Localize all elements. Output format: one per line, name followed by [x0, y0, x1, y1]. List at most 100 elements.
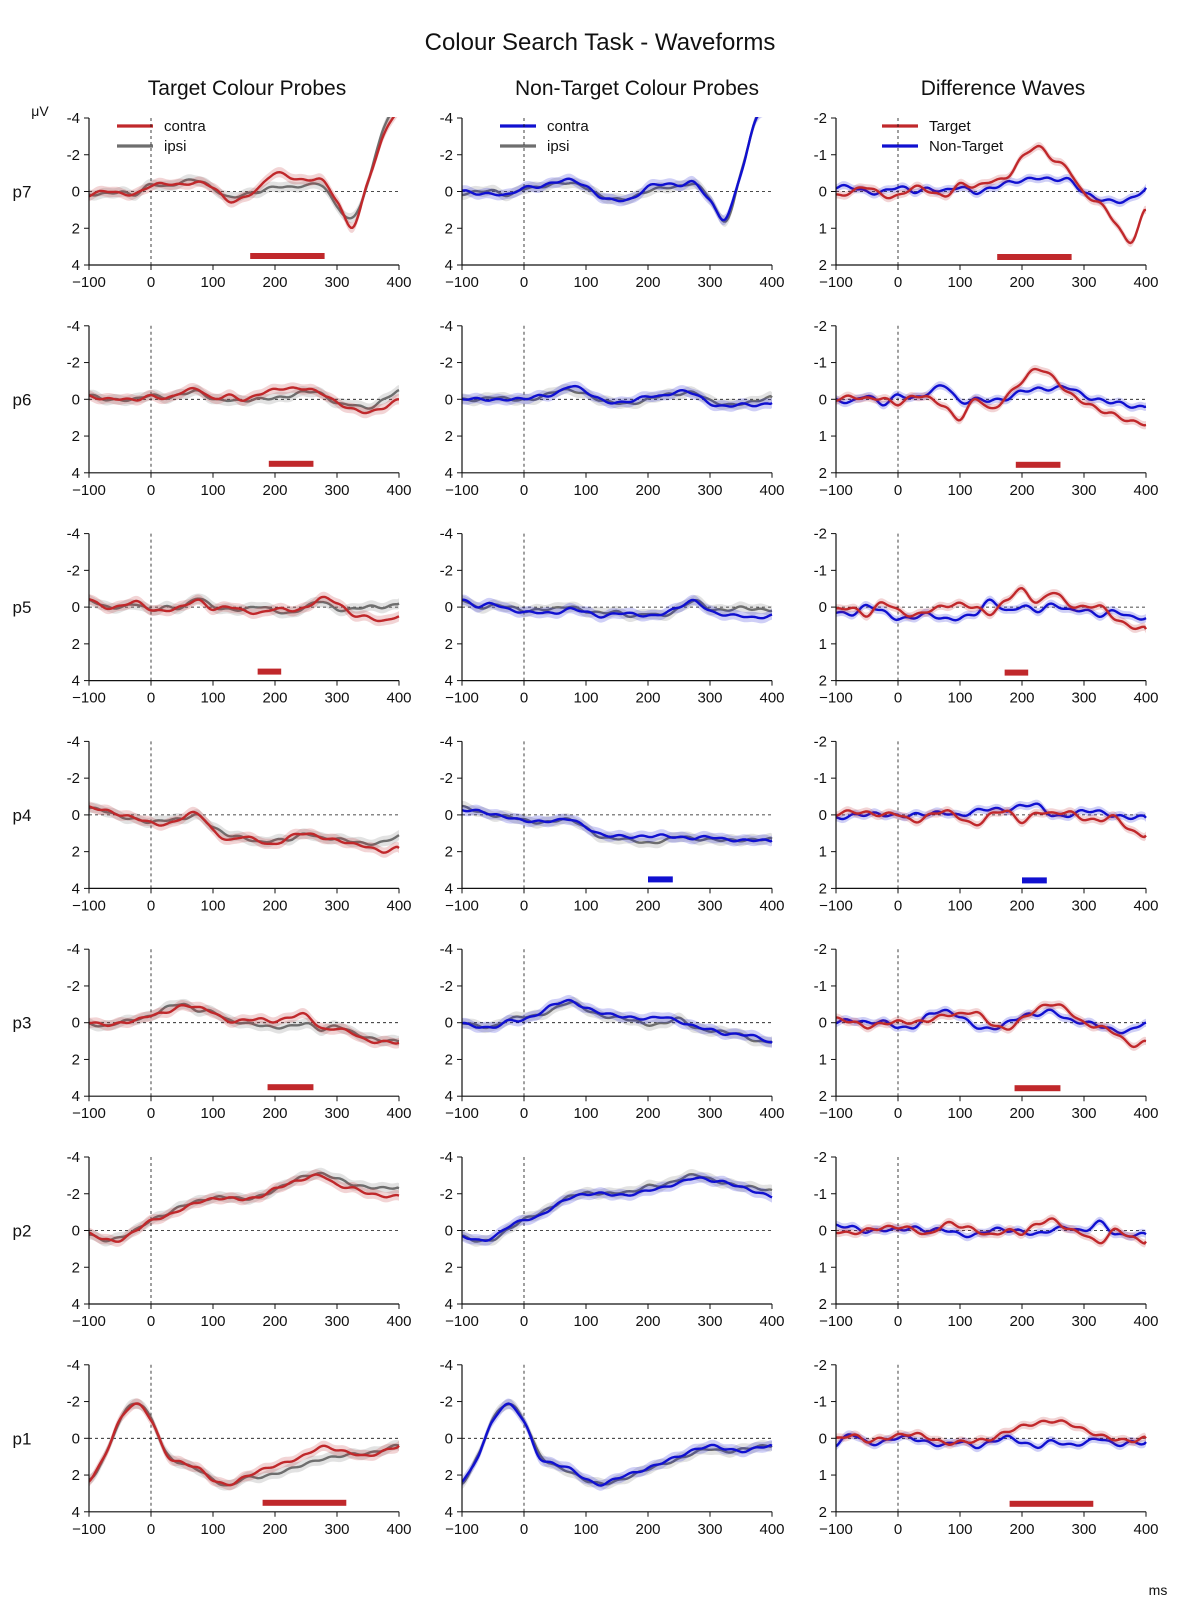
y-tick-label: -4: [67, 941, 80, 958]
column-title-target: Target Colour Probes: [148, 77, 346, 100]
column-title-difference: Difference Waves: [921, 77, 1086, 100]
row-label-p2: p2: [13, 1222, 32, 1241]
y-tick-label: 0: [72, 1015, 80, 1032]
series-group: [462, 801, 772, 848]
series-ipsi-line: [462, 1404, 772, 1484]
x-tick-label: 0: [520, 1105, 528, 1122]
x-tick-label: 300: [324, 1521, 349, 1538]
panel-p4-difference: -2-1012−100 0 100 200 300 400: [814, 733, 1159, 914]
y-tick-label: -1: [814, 147, 827, 164]
series-group: [836, 800, 1146, 842]
x-tick-label: 200: [635, 1521, 660, 1538]
y-tick-label: 2: [819, 673, 827, 690]
y-tick-label: -2: [814, 110, 827, 127]
y-tick-label: 0: [819, 1015, 827, 1032]
x-tick-label: 200: [262, 1313, 287, 1330]
y-tick-label: -2: [67, 355, 80, 372]
x-tick-label: 100: [200, 482, 225, 499]
y-tick-label: 0: [819, 1430, 827, 1447]
figure-title: Colour Search Task - Waveforms: [425, 29, 776, 56]
panel-grid: -4-2024−100 0 100 200 300 400p7-4-2024−100 0 10…: [13, 103, 1159, 1538]
series-group: [89, 801, 399, 858]
panel-p7-non-target: -4-2024−100 0 100 200 300 400: [440, 103, 785, 291]
x-tick-label: 200: [635, 897, 660, 914]
x-tick-label: 400: [386, 690, 411, 707]
series-contra-ci-band: [462, 805, 772, 847]
y-tick-label: -2: [814, 318, 827, 335]
series-contra-ci-band: [462, 103, 772, 225]
x-tick-label: −100: [445, 1521, 479, 1538]
y-tick-label: 1: [819, 844, 827, 861]
x-tick-label: 200: [1009, 274, 1034, 291]
y-tick-label: -2: [814, 1357, 827, 1374]
x-tick-label: 0: [147, 897, 155, 914]
x-tick-label: 300: [697, 1521, 722, 1538]
x-tick-label: 400: [759, 274, 784, 291]
series-group: [836, 1000, 1146, 1051]
series-group: [836, 1214, 1146, 1247]
y-tick-label: 4: [72, 1296, 80, 1313]
x-tick-label: 200: [262, 1521, 287, 1538]
y-tick-label: 2: [72, 220, 80, 237]
significance-bar: [250, 253, 324, 259]
x-tick-label: 100: [573, 1105, 598, 1122]
y-tick-label: 1: [819, 428, 827, 445]
x-tick-label: 0: [147, 1313, 155, 1330]
panel-p3-difference: -2-1012−100 0 100 200 300 400: [814, 941, 1159, 1122]
x-tick-label: 0: [147, 1105, 155, 1122]
x-tick-label: 100: [947, 482, 972, 499]
y-tick-label: 0: [72, 599, 80, 616]
x-tick-label: 400: [1133, 1105, 1158, 1122]
legend-target-ipsi-label: ipsi: [164, 138, 187, 155]
x-tick-label: 0: [894, 1105, 902, 1122]
legend-difference: Target Non-Target: [882, 118, 1004, 155]
x-tick-label: 100: [200, 897, 225, 914]
x-tick-label: 300: [697, 1313, 722, 1330]
x-tick-label: 100: [947, 274, 972, 291]
y-tick-label: 0: [72, 1223, 80, 1240]
x-tick-label: 300: [697, 274, 722, 291]
x-tick-label: 0: [520, 274, 528, 291]
x-tick-label: 0: [520, 690, 528, 707]
x-tick-label: −100: [819, 1313, 853, 1330]
x-tick-label: 200: [635, 1313, 660, 1330]
x-tick-label: −100: [445, 482, 479, 499]
series-ipsi-ci-band: [89, 104, 399, 224]
series-group: [89, 592, 399, 626]
x-tick-label: −100: [819, 690, 853, 707]
x-tick-label: 400: [759, 1313, 784, 1330]
x-tick-label: −100: [445, 1313, 479, 1330]
x-tick-label: −100: [819, 897, 853, 914]
x-tick-label: 100: [947, 690, 972, 707]
x-tick-label: 100: [573, 897, 598, 914]
x-tick-label: 300: [1071, 1105, 1096, 1122]
x-tick-label: −100: [72, 482, 106, 499]
significance-bar: [263, 1500, 347, 1506]
x-tick-label: −100: [445, 1105, 479, 1122]
panel-p1-difference: -2-1012−100 0 100 200 300 400: [814, 1357, 1159, 1538]
y-tick-label: 2: [72, 636, 80, 653]
significance-bar: [1005, 670, 1029, 676]
panel-p5-non-target: -4-2024−100 0 100 200 300 400: [440, 526, 785, 707]
series-group: [462, 1399, 772, 1491]
y-tick-label: 4: [445, 257, 453, 274]
x-tick-label: 200: [262, 482, 287, 499]
x-tick-label: 300: [697, 897, 722, 914]
series-group: [836, 365, 1146, 429]
y-tick-label: 0: [445, 184, 453, 201]
y-tick-label: 2: [819, 257, 827, 274]
x-tick-label: 400: [386, 1521, 411, 1538]
x-tick-label: 300: [697, 690, 722, 707]
significance-bar: [258, 669, 282, 675]
row-label-p1: p1: [13, 1429, 32, 1448]
x-tick-label: −100: [445, 274, 479, 291]
y-tick-label: 0: [819, 599, 827, 616]
x-tick-label: 400: [386, 274, 411, 291]
x-tick-label: 300: [1071, 690, 1096, 707]
series-contra-ci-band: [89, 801, 399, 858]
series-contra-ci-band: [462, 1172, 772, 1246]
x-tick-label: 0: [894, 274, 902, 291]
x-tick-label: 200: [1009, 482, 1034, 499]
panel-p6-non-target: -4-2024−100 0 100 200 300 400: [440, 318, 785, 499]
panel-p5-target: -4-2024−100 0 100 200 300 400p5: [13, 526, 412, 707]
